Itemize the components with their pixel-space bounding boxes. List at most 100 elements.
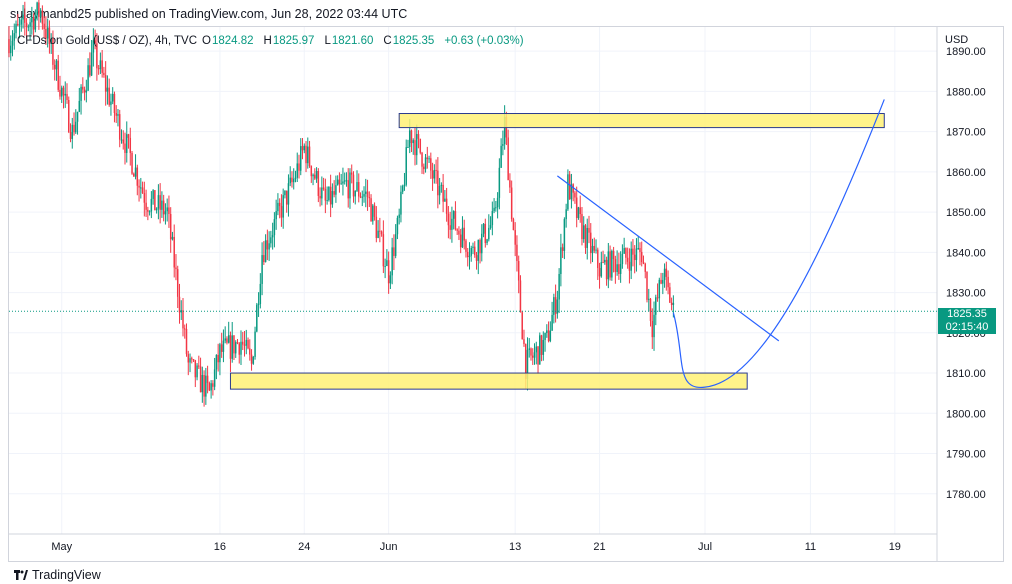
candle-body <box>257 303 260 305</box>
candle-body <box>308 146 311 167</box>
candle-body <box>115 113 117 116</box>
candle-body <box>384 266 386 268</box>
currency-label[interactable]: USD <box>945 34 969 46</box>
candle-body <box>546 330 548 334</box>
candle-body <box>649 298 652 321</box>
y-tick-label: 1790.00 <box>946 449 986 461</box>
candle-body <box>127 134 130 138</box>
candle-body <box>370 198 372 222</box>
candle-body <box>633 254 636 261</box>
candle-body <box>15 23 17 34</box>
candle-body <box>430 158 432 171</box>
x-tick-label: 24 <box>298 541 310 553</box>
candle-body <box>602 262 604 264</box>
candle-body <box>445 198 448 214</box>
y-tick-label: 1860.00 <box>946 167 986 179</box>
candle-body <box>71 124 74 139</box>
candle-body <box>247 339 249 349</box>
candle-body <box>39 10 42 17</box>
candle-body <box>632 248 634 255</box>
candle-body <box>176 269 179 297</box>
candle-body <box>87 65 89 91</box>
candle-body <box>616 264 618 272</box>
candle-body <box>637 248 639 250</box>
descending-trendline <box>557 175 780 342</box>
candle-body <box>162 200 165 215</box>
candle-body <box>22 14 24 20</box>
candle-body <box>10 45 12 54</box>
candle-body <box>618 264 620 274</box>
candle-body <box>380 231 383 235</box>
candle-body <box>291 177 293 183</box>
candle-body <box>298 163 300 171</box>
candle-body <box>568 174 571 200</box>
candle-body <box>321 187 323 199</box>
candle-body <box>242 341 244 345</box>
candle-body <box>122 139 124 144</box>
candle-body <box>477 239 480 261</box>
candle-body <box>391 247 393 276</box>
candle-body <box>644 263 646 272</box>
candle-body <box>224 338 226 341</box>
x-tick-label: Jul <box>698 541 712 553</box>
candle-body <box>147 209 149 212</box>
candle-body <box>516 244 518 262</box>
candle-body <box>25 22 28 28</box>
candle-body <box>572 184 574 193</box>
candle-body <box>287 183 290 205</box>
candle-body <box>475 255 478 261</box>
candle-body <box>236 342 239 344</box>
chart-frame[interactable] <box>8 26 1004 562</box>
candle-body <box>305 145 307 164</box>
candle-body <box>491 211 494 226</box>
symbol-legend: CFDs on Gold (US$ / OZ), 4h, TVC O1824.82… <box>17 35 529 47</box>
candle-body <box>437 170 439 196</box>
candle-body <box>36 2 38 16</box>
footer-brand[interactable]: TradingView <box>14 568 101 582</box>
candle-body <box>68 100 70 132</box>
projection-curve <box>672 99 885 388</box>
candle-body <box>326 200 328 202</box>
candle-body <box>254 331 256 357</box>
candle-body <box>544 333 546 340</box>
candle-body <box>498 167 501 198</box>
candle-body <box>66 93 68 101</box>
candle-body <box>655 297 657 315</box>
candle-body <box>579 207 581 215</box>
candle-body <box>614 259 617 272</box>
candle-body <box>514 230 516 245</box>
y-tick-label: 1810.00 <box>946 368 986 380</box>
candle-body <box>560 247 562 274</box>
candle-body <box>17 23 19 26</box>
candle-body <box>394 234 397 256</box>
candle-body <box>226 338 228 343</box>
candle-body <box>347 180 349 199</box>
candle-body <box>539 335 541 365</box>
candle-body <box>593 245 596 251</box>
candle-body <box>154 190 156 211</box>
candle-body <box>301 146 304 151</box>
candle-body <box>196 365 198 378</box>
candle-body <box>215 354 218 370</box>
candle-body <box>521 312 523 340</box>
candle-body <box>526 349 529 379</box>
candle-body <box>419 138 422 153</box>
candle-body <box>416 134 418 156</box>
candle-body <box>104 74 107 92</box>
candle-body <box>328 186 330 201</box>
candle-body <box>229 335 232 359</box>
candle-body <box>205 375 207 397</box>
candle-body <box>55 60 58 70</box>
candle-body <box>558 273 560 300</box>
symbol-title[interactable]: CFDs on Gold (US$ / OZ), 4h, TVC <box>17 35 198 47</box>
candle-body <box>329 186 332 205</box>
candle-body <box>59 89 61 97</box>
open-value: O1824.82 <box>202 35 254 47</box>
candle-body <box>410 130 413 144</box>
candle-body <box>591 245 594 254</box>
candle-body <box>220 344 223 352</box>
candle-body <box>275 211 277 220</box>
candle-body <box>440 184 443 186</box>
candle-body <box>278 202 281 207</box>
